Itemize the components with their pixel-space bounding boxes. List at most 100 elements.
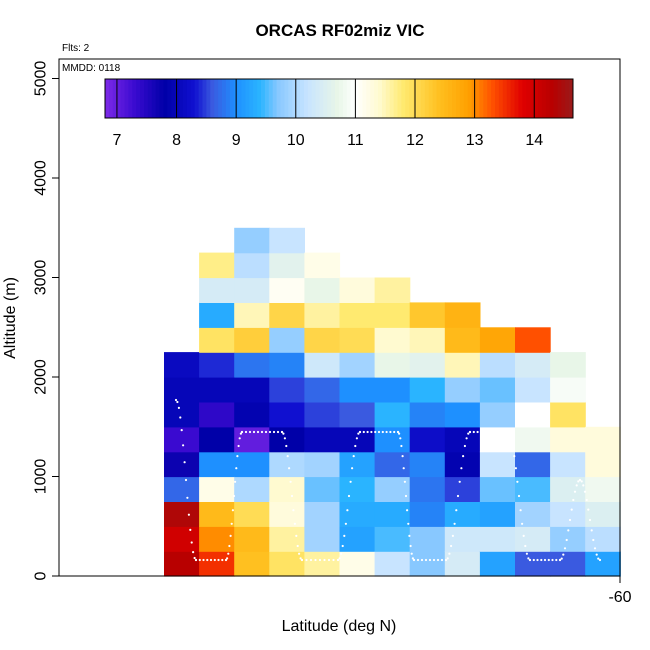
track-point (305, 558, 308, 562)
colorbar-swatch (284, 79, 289, 118)
colorbar-swatch (424, 79, 430, 118)
heatmap-cell (199, 352, 235, 378)
heatmap-cell (164, 377, 200, 403)
heatmap-cell (269, 551, 305, 577)
colorbar-swatch (116, 79, 122, 118)
heatmap-cell (444, 426, 481, 453)
heatmap-cell (304, 451, 341, 478)
colorbar-swatch (378, 79, 383, 118)
heatmap-cell (550, 426, 586, 453)
heatmap-cell (269, 277, 305, 303)
colorbar-swatch (167, 79, 172, 118)
colorbar-swatch (132, 79, 137, 118)
colorbar-swatch (381, 79, 387, 118)
track-point (285, 444, 288, 448)
heatmap-cell (409, 327, 446, 353)
heatmap-cell (339, 551, 376, 577)
colorbar-swatch (495, 79, 500, 118)
colorbar-swatch (440, 79, 445, 118)
colorbar-swatch (498, 79, 504, 118)
track-point (578, 478, 582, 482)
heatmap-cell (234, 551, 270, 577)
heatmap-cell (550, 401, 586, 428)
heatmap-cell (164, 451, 200, 478)
colorbar-swatch (561, 79, 566, 118)
track-point (228, 544, 231, 548)
colorbar-swatch (253, 79, 258, 118)
colorbar-swatch (491, 79, 496, 118)
y-tick-label: 0 (33, 571, 50, 580)
heatmap-cell (374, 277, 411, 303)
colorbar-swatch (315, 79, 320, 118)
track-point (567, 529, 570, 532)
heatmap-cell (409, 401, 446, 428)
track-point (573, 490, 577, 493)
heatmap-cell (515, 426, 551, 453)
colorbar-swatch (545, 79, 551, 118)
track-point (568, 518, 572, 522)
heatmap-cell (269, 302, 305, 328)
heatmap-cell (304, 476, 341, 502)
y-tick-label: 3000 (33, 260, 50, 296)
heatmap-cell (339, 352, 376, 378)
heatmap-cell (234, 451, 270, 478)
track-point (511, 444, 514, 448)
track-point (547, 558, 550, 562)
track-point (590, 529, 593, 532)
colorbar-swatch (389, 79, 395, 118)
track-point (519, 509, 522, 512)
colorbar-swatch (237, 79, 242, 118)
colorbar-swatch (261, 79, 266, 118)
colorbar-tick-label: 9 (232, 132, 241, 149)
colorbar-tick-label: 12 (406, 132, 424, 149)
colorbar-swatch (229, 79, 235, 118)
heatmap-cell (164, 526, 200, 552)
track-point (231, 509, 234, 512)
heatmap-cell (199, 377, 235, 403)
track-point (524, 544, 527, 548)
track-point (213, 558, 216, 562)
colorbar-swatch (288, 79, 293, 118)
heatmap-cell (444, 377, 481, 403)
heatmap-cell (304, 252, 341, 279)
track-point (403, 480, 406, 483)
track-point (217, 558, 220, 562)
track-point (229, 534, 232, 538)
colorbar-swatch (401, 79, 406, 118)
track-point (462, 455, 465, 458)
track-point (351, 467, 354, 470)
track-point (506, 430, 510, 434)
track-point (521, 522, 524, 525)
track-point (406, 509, 409, 512)
colorbar-tick-label: 13 (466, 132, 484, 149)
track-point (238, 437, 241, 440)
heatmap-cell (550, 551, 586, 577)
heatmap-cell (374, 476, 411, 502)
heatmap-cell (444, 551, 481, 577)
colorbar-swatch (428, 79, 434, 118)
heatmap-cell (409, 377, 446, 403)
colorbar-swatch (397, 79, 402, 118)
colorbar-swatch (541, 79, 547, 118)
heatmap-cell (339, 377, 376, 403)
track-point (189, 528, 192, 532)
heatmap-cell (164, 551, 200, 577)
track-point (543, 558, 547, 562)
heatmap-cell (269, 252, 305, 279)
colorbar-tick-label: 14 (525, 132, 543, 149)
heatmap-cell (234, 252, 270, 279)
track-point (516, 480, 519, 483)
heatmap-cell (515, 551, 551, 577)
track-point (428, 558, 432, 562)
heatmap-cell (374, 352, 411, 378)
heatmap-cell (585, 451, 621, 478)
heatmap-cell (269, 227, 305, 254)
heatmap-cell (199, 252, 235, 279)
track-point (597, 557, 600, 560)
track-point (598, 558, 602, 562)
colorbar: 7 8 9 10 11 12 13 14 (104, 78, 574, 149)
heatmap-cell (199, 426, 235, 453)
colorbar-swatch (354, 79, 359, 118)
colorbar-swatch (194, 79, 200, 118)
heatmap-cell (304, 352, 341, 378)
